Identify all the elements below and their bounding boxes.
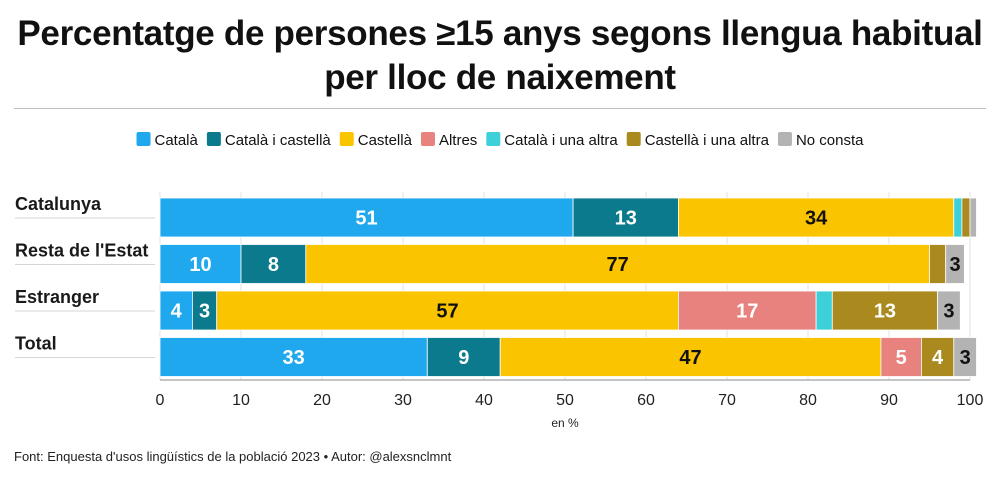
x-tick-label-1: 10: [232, 392, 250, 409]
bar-label-2-0: 4: [171, 301, 183, 323]
category-label-0: Catalunya: [15, 194, 102, 214]
bar-label-2-6: 3: [943, 301, 954, 323]
bar-label-1-2: 77: [607, 254, 629, 276]
bar-1-2: [305, 244, 930, 284]
legend-label-2: Castellà: [358, 132, 413, 149]
bar-3-1: [426, 337, 501, 377]
legend-item-1: Català i castellà: [206, 132, 332, 149]
bar-0-6: [969, 197, 977, 238]
legend-swatch-3: [420, 132, 435, 146]
chart-title: Percentatge de persones ≥15 anys segons …: [0, 12, 1000, 100]
legend-label-5: Castellà i una altra: [645, 132, 770, 149]
bar-label-1-1: 8: [268, 254, 279, 276]
category-label-3: Total: [15, 334, 57, 354]
bar-label-3-6: 3: [960, 347, 971, 369]
bar-2-6: [937, 290, 961, 331]
category-label-1: Resta de l'Estat: [15, 241, 148, 261]
bar-0-4: [953, 197, 963, 238]
bar-1-5: [929, 244, 947, 284]
bar-1-6: [945, 244, 965, 284]
source-note: Font: Enquesta d'usos lingüístics de la …: [14, 449, 452, 464]
category-label-2: Estranger: [15, 287, 99, 307]
bar-2-0: [159, 290, 193, 331]
legend-label-4: Català i una altra: [504, 132, 618, 149]
chart-title-line-1: Percentatge de persones ≥15 anys segons …: [17, 14, 983, 53]
bar-label-3-0: 33: [283, 347, 305, 369]
bar-2-4: [815, 290, 833, 331]
x-tick-label-10: 100: [957, 392, 984, 409]
chart-title-line-2: per lloc de naixement: [324, 58, 676, 97]
bar-3-3: [880, 337, 922, 377]
legend-item-3: Altres: [420, 132, 477, 149]
bar-label-0-0: 51: [355, 208, 377, 230]
bar-label-2-3: 17: [736, 301, 758, 323]
title-divider: [14, 108, 986, 109]
bar-1-1: [240, 244, 307, 284]
bar-2-5: [831, 290, 938, 331]
x-tick-label-4: 40: [475, 392, 493, 409]
bar-label-2-5: 13: [874, 301, 896, 323]
bar-label-3-5: 4: [932, 347, 944, 369]
bar-label-1-6: 3: [949, 254, 960, 276]
bar-label-0-1: 13: [615, 208, 637, 230]
x-axis: 0 10 20 30 40 50 60 70 80 90 100 en %: [156, 379, 984, 430]
bar-0-0: [159, 197, 574, 238]
legend-label-0: Català: [155, 132, 199, 149]
x-tick-label-3: 30: [394, 392, 412, 409]
x-tick-label-7: 70: [718, 392, 736, 409]
bar-3-5: [921, 337, 955, 377]
legend-item-4: Català i una altra: [486, 132, 618, 149]
x-tick-label-9: 90: [880, 392, 898, 409]
legend-label-6: No consta: [796, 132, 864, 149]
legend-swatch-5: [626, 132, 641, 146]
x-axis-label: en %: [551, 416, 579, 430]
legend-swatch-4: [486, 132, 501, 146]
bar-label-3-1: 9: [458, 347, 469, 369]
legend-swatch-6: [777, 132, 792, 146]
legend-item-5: Castellà i una altra: [626, 132, 770, 149]
legend-swatch-1: [206, 132, 221, 146]
bar-0-5: [961, 197, 971, 238]
legend-item-2: Castellà: [339, 132, 413, 149]
x-tick-label-2: 20: [313, 392, 331, 409]
bar-3-0: [159, 337, 428, 377]
bar-2-3: [678, 290, 817, 331]
x-tick-label-0: 0: [156, 392, 165, 409]
legend-item-6: No consta: [777, 132, 864, 149]
legend-label-1: Català i castellà: [225, 132, 332, 149]
legend: Català Català i castellà Castellà Altres Cat…: [136, 132, 864, 149]
bar-3-2: [499, 337, 882, 377]
bar-label-3-2: 47: [679, 347, 701, 369]
legend-swatch-2: [339, 132, 354, 146]
category-labels: Catalunya Resta de l'Estat Estranger Total: [15, 194, 155, 358]
x-tick-label-8: 80: [799, 392, 817, 409]
bar-0-1: [572, 197, 679, 238]
legend-item-0: Català: [136, 132, 199, 149]
bar-label-0-2: 34: [805, 208, 828, 230]
legend-label-3: Altres: [439, 132, 477, 149]
bar-label-1-0: 10: [189, 254, 211, 276]
stacked-bar-chart: Català Català i castellà Castellà Altres Cat…: [15, 132, 984, 430]
bar-label-2-2: 57: [436, 301, 458, 323]
bar-label-2-1: 3: [199, 301, 210, 323]
x-tick-label-6: 60: [637, 392, 655, 409]
bar-label-3-3: 5: [896, 347, 907, 369]
x-tick-label-5: 50: [556, 392, 574, 409]
bar-2-2: [216, 290, 679, 331]
legend-swatch-0: [136, 132, 151, 146]
bar-3-6: [953, 337, 977, 377]
